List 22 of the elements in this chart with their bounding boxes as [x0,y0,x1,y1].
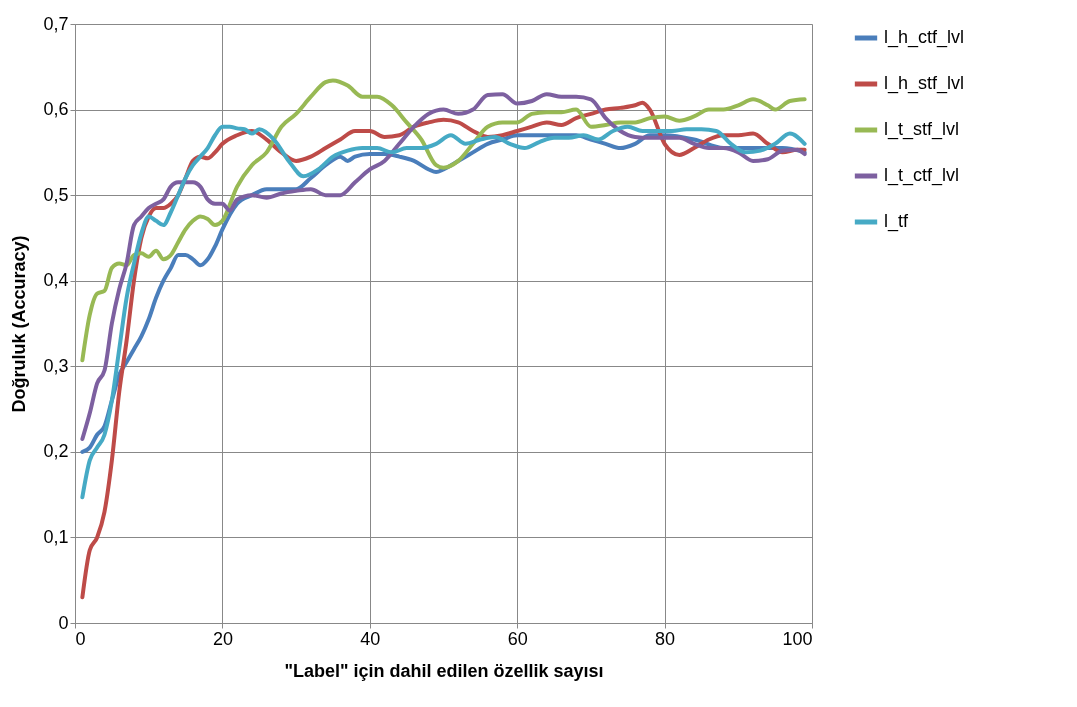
legend-label: l_h_ctf_lvl [884,27,965,48]
legend-label: l_t_ctf_lvl [884,165,960,186]
y-tick-label: 0,5 [43,184,69,205]
y-tick-label: 0,3 [43,355,69,376]
line-series [80,78,807,363]
legend-label: l_t_stf_lvl [884,119,960,140]
x-tick-label: 100 [782,628,813,649]
x-tick-label: 0 [75,628,86,649]
y-tick-label: 0,2 [43,441,69,462]
x-tick-label: 20 [212,628,233,649]
legend-label: l_tf [884,211,910,232]
legend-label: l_h_stf_lvl [884,73,965,94]
y-tick-label: 0,6 [43,99,69,120]
x-tick-label: 60 [507,628,528,649]
y-tick-label: 0 [58,612,69,633]
x-axis-title: "Label" için dahil edilen özellik sayısı [284,660,604,681]
y-axis-title: Doğruluk (Accuracy) [9,235,30,413]
x-tick-label: 40 [360,628,381,649]
x-tick-label: 80 [655,628,676,649]
y-tick-label: 0,1 [43,526,69,547]
y-tick-label: 0,7 [43,13,69,34]
y-tick-label: 0,4 [43,270,69,291]
